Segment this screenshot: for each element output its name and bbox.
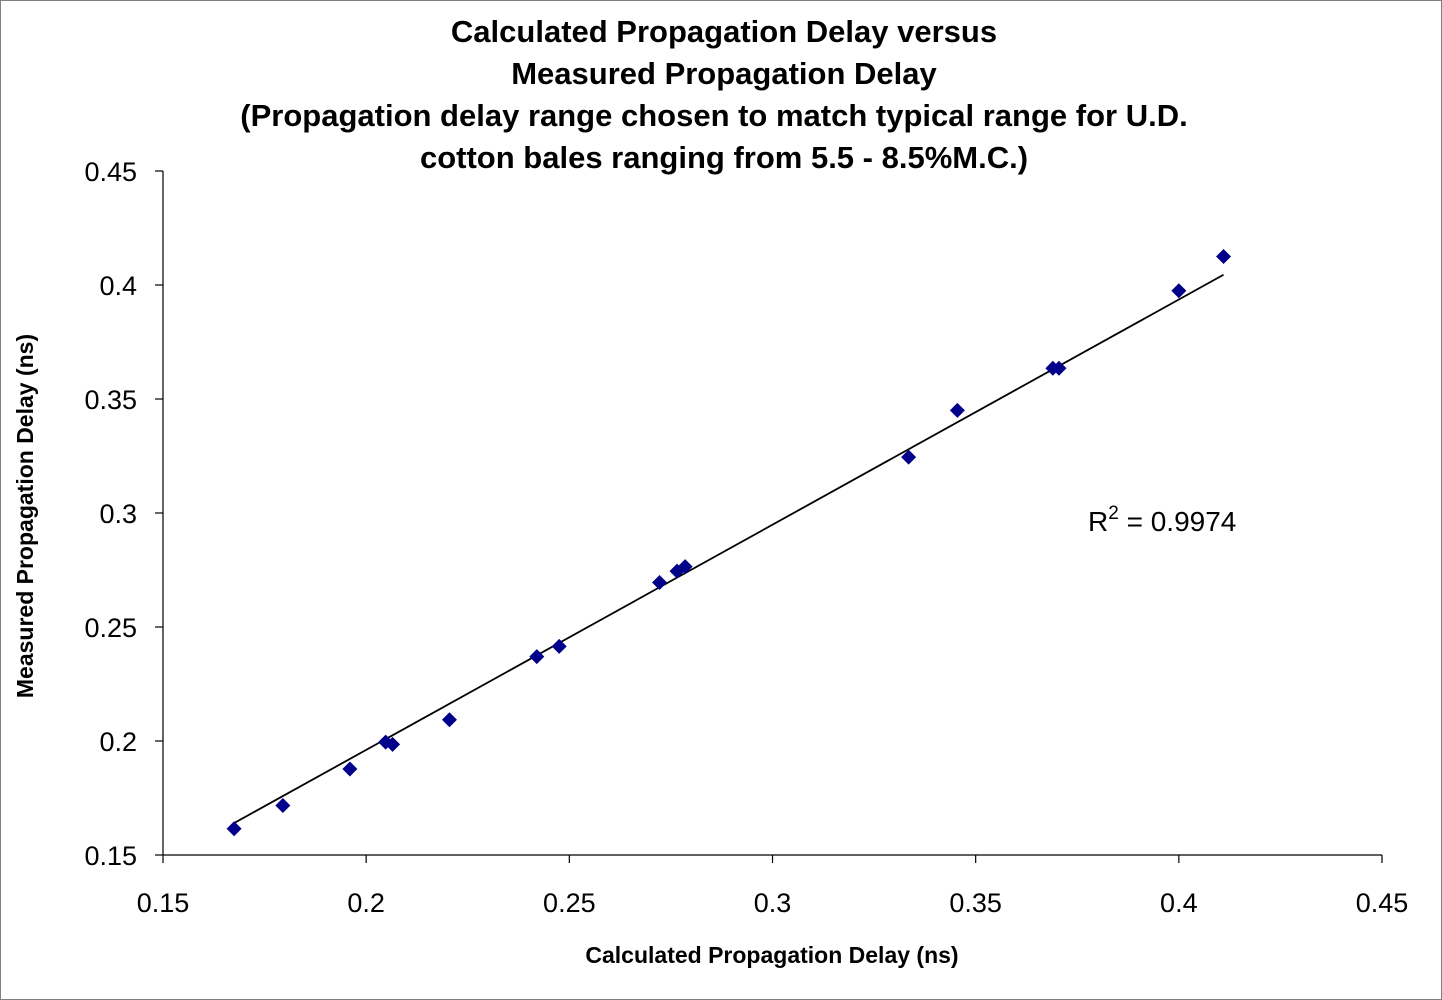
data-point-marker: [385, 736, 401, 752]
r-squared-value: = 0.9974: [1119, 506, 1237, 537]
data-point-marker: [1051, 360, 1067, 376]
data-point-marker: [441, 712, 457, 728]
data-point-marker: [949, 402, 965, 418]
y-tick-label: 0.3: [99, 499, 137, 529]
y-tick-label: 0.45: [84, 157, 137, 187]
x-tick-label: 0.25: [543, 888, 596, 918]
data-point-marker: [677, 559, 693, 575]
chart-title: Calculated Propagation Delay versus Meas…: [240, 14, 1187, 175]
title-line-4: cotton bales ranging from 5.5 - 8.5%M.C.…: [420, 140, 1028, 175]
data-point-marker: [901, 449, 917, 465]
r-squared-superscript: 2: [1108, 503, 1119, 524]
x-tick-label: 0.45: [1356, 888, 1409, 918]
y-tick-label: 0.25: [84, 613, 137, 643]
x-tick-label: 0.15: [137, 888, 190, 918]
y-tick-label: 0.4: [99, 271, 137, 301]
data-point-marker: [652, 575, 668, 591]
x-tick-label: 0.35: [949, 888, 1002, 918]
y-axis-ticks: 0.15 0.2 0.25 0.3 0.35 0.4 0.45: [84, 157, 163, 871]
title-line-3: (Propagation delay range chosen to match…: [240, 98, 1187, 133]
x-tick-label: 0.2: [347, 888, 385, 918]
title-line-2: Measured Propagation Delay: [511, 56, 937, 91]
data-point-marker: [342, 761, 358, 777]
x-axis-title: Calculated Propagation Delay (ns): [585, 942, 958, 968]
data-point-marker: [226, 821, 242, 837]
data-point-marker: [275, 798, 291, 814]
data-point-marker: [1216, 249, 1232, 264]
x-axis-ticks: 0.15 0.2 0.25 0.3 0.35 0.4 0.45: [137, 855, 1409, 918]
data-point-marker: [551, 638, 567, 654]
data-point-marker: [1171, 283, 1187, 299]
data-points: [226, 249, 1232, 837]
title-line-1: Calculated Propagation Delay versus: [451, 14, 997, 49]
x-tick-label: 0.3: [754, 888, 792, 918]
y-tick-label: 0.2: [99, 727, 137, 757]
r-squared-prefix: R: [1088, 506, 1108, 537]
y-tick-label: 0.35: [84, 385, 137, 415]
x-tick-label: 0.4: [1160, 888, 1198, 918]
y-tick-label: 0.15: [84, 841, 137, 871]
y-axis-title: Measured Propagation Delay (ns): [12, 334, 38, 698]
r-squared-annotation: R2 = 0.9974: [1088, 503, 1236, 537]
data-point-marker: [529, 649, 545, 665]
